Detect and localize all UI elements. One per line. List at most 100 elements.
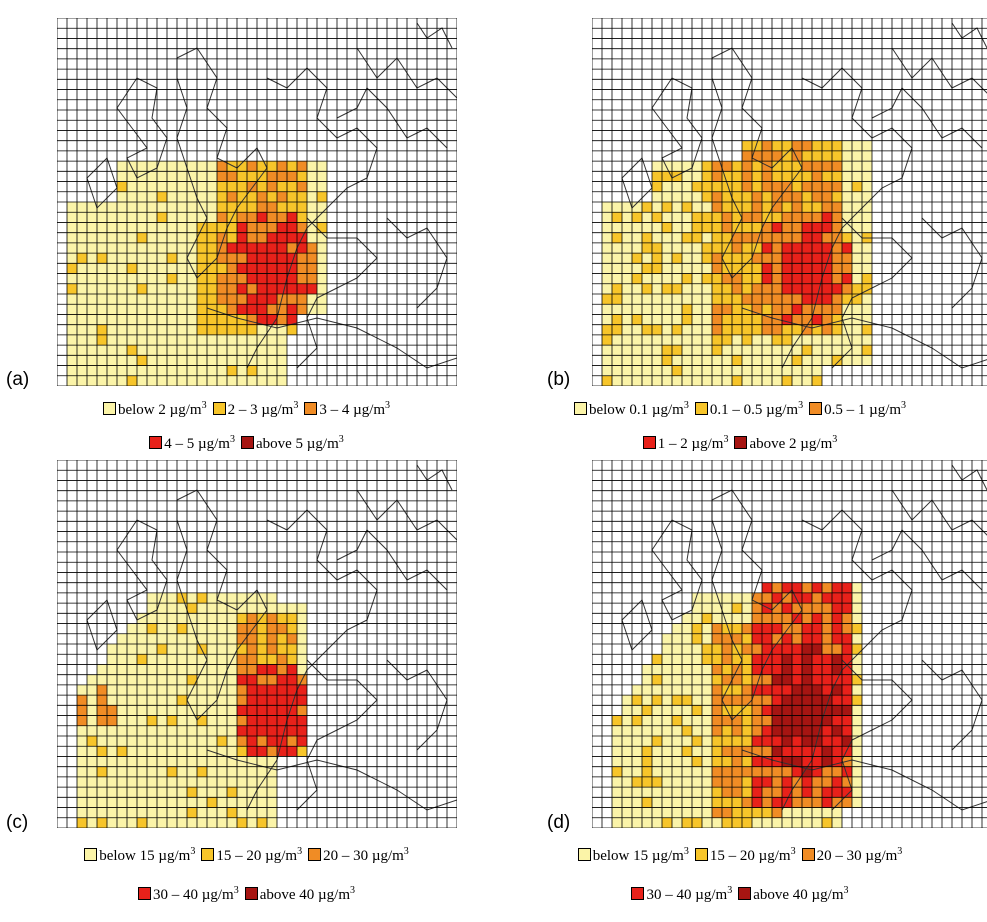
grid-cell	[642, 263, 652, 274]
grid-cell	[732, 817, 742, 828]
grid-cell	[157, 375, 167, 386]
grid-cell	[852, 242, 862, 254]
grid-cell	[107, 334, 117, 346]
grid-cell	[247, 807, 257, 818]
grid-cell	[732, 263, 742, 274]
grid-lines	[592, 18, 987, 386]
grid-cell	[257, 304, 267, 315]
grid-cell	[117, 345, 127, 356]
grid-cell	[127, 181, 137, 192]
grid-cell	[682, 212, 692, 223]
grid-cell	[612, 776, 622, 788]
grid-cell	[622, 212, 632, 223]
grid-cell	[207, 314, 217, 325]
grid-cell	[127, 797, 137, 808]
grid-cell	[772, 232, 782, 243]
grid-cell	[682, 191, 692, 202]
grid-cell	[782, 345, 792, 356]
grid-cell	[822, 725, 832, 736]
grid-cell	[762, 705, 772, 716]
grid-cell	[762, 633, 772, 644]
grid-cell	[802, 222, 812, 233]
grid-cell	[187, 345, 197, 356]
grid-cell	[762, 613, 772, 624]
grid-cell	[762, 273, 772, 284]
grid-cell	[197, 253, 207, 264]
grid-cell	[722, 644, 732, 655]
grid-cell	[682, 222, 692, 233]
grid-cell	[652, 695, 662, 706]
legend-c-row-2: 30 – 40 µg/m3 above 40 µg/m3	[0, 882, 493, 904]
grid-cell	[157, 776, 167, 788]
grid-cell	[77, 283, 87, 294]
grid-cell	[177, 715, 187, 726]
grid-cell	[792, 232, 802, 243]
grid-cell	[137, 283, 147, 294]
grid-cell	[117, 294, 127, 305]
grid-cell	[177, 654, 187, 665]
grid-cell	[792, 273, 802, 284]
grid-cell	[237, 705, 247, 716]
grid-cell	[67, 242, 77, 254]
grid-cell	[842, 263, 852, 274]
grid-cell	[117, 705, 127, 716]
grid-cell	[782, 232, 792, 243]
grid-cell	[782, 633, 792, 644]
grid-cell	[187, 161, 197, 172]
grid-cell	[137, 664, 147, 675]
grid-cell	[277, 161, 287, 172]
grid-cell	[127, 222, 137, 233]
grid-cell	[177, 766, 187, 777]
grid-cell	[197, 766, 207, 777]
grid-cell	[662, 654, 672, 665]
grid-cell	[177, 222, 187, 233]
grid-cell	[127, 263, 137, 274]
grid-cell	[852, 715, 862, 726]
grid-cell	[792, 283, 802, 294]
grid-cell	[742, 324, 752, 335]
grid-cell	[842, 222, 852, 233]
grid-cell	[67, 334, 77, 346]
grid-cell	[227, 664, 237, 675]
grid-cell	[77, 705, 87, 716]
grid-cell	[612, 365, 622, 376]
grid-cell	[137, 242, 147, 254]
grid-cell	[752, 242, 762, 254]
grid-cell	[217, 684, 227, 696]
grid-cell	[852, 725, 862, 736]
grid-cell	[752, 756, 762, 767]
grid-cell	[207, 633, 217, 644]
grid-cell	[217, 283, 227, 294]
grid-cell	[712, 684, 722, 696]
grid-cell	[822, 664, 832, 675]
grid-cell	[812, 150, 822, 162]
grid-cell	[642, 725, 652, 736]
grid-cell	[612, 375, 622, 386]
grid-cell	[862, 283, 872, 294]
grid-cell	[67, 294, 77, 305]
grid-cell	[267, 222, 277, 233]
grid-cell	[247, 212, 257, 223]
grid-cell	[732, 304, 742, 315]
grid-cell	[137, 776, 147, 788]
grid-cell	[782, 705, 792, 716]
grid-cell	[137, 273, 147, 284]
grid-cell	[822, 273, 832, 284]
grid-cell	[297, 161, 307, 172]
grid-cell	[762, 345, 772, 356]
grid-cell	[772, 684, 782, 696]
grid-cell	[297, 283, 307, 294]
grid-cell	[712, 807, 722, 818]
grid-cell	[277, 222, 287, 233]
legend-swatch	[631, 887, 645, 900]
grid-cell	[632, 766, 642, 777]
grid-cell	[67, 212, 77, 223]
grid-cell	[257, 253, 267, 264]
grid-cell	[257, 375, 267, 386]
grid-cell	[267, 705, 277, 716]
grid-cell	[822, 150, 832, 162]
grid-cell	[317, 242, 327, 254]
grid-cell	[267, 695, 277, 706]
grid-cell	[227, 766, 237, 777]
grid-cell	[732, 695, 742, 706]
